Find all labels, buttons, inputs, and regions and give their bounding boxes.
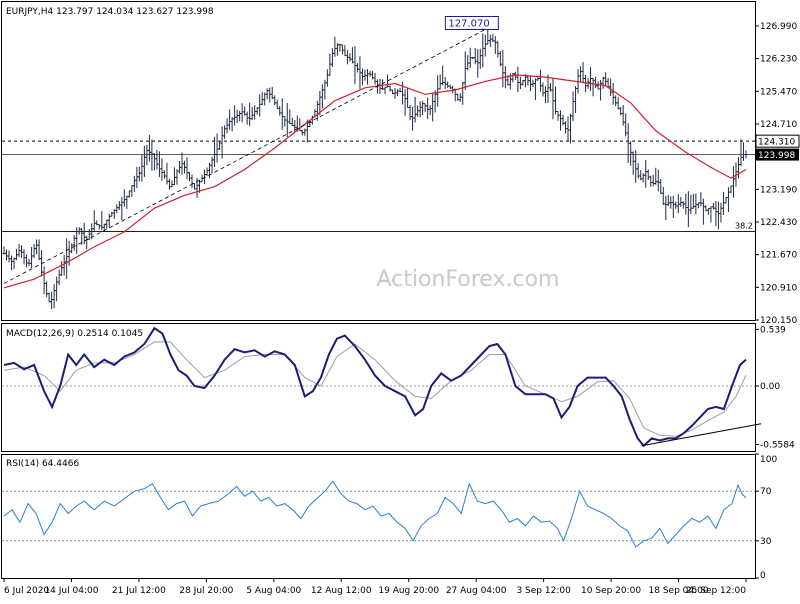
rsi-line — [3, 480, 747, 548]
macd-lines — [3, 326, 762, 448]
price-ytick-label: 126.990 — [760, 22, 797, 32]
x-tick-label: 28 Jul 20:00 — [179, 586, 233, 596]
rsi-ytick-label: 70 — [760, 487, 772, 497]
price-candles — [2, 25, 748, 310]
x-tick-label: 12 Aug 12:00 — [311, 586, 372, 596]
rsi-panel-frame — [1, 454, 756, 579]
current-price-label: 123.998 — [758, 151, 795, 161]
price-panel-frame — [1, 1, 756, 321]
peak-label-box — [444, 15, 499, 30]
price-ytick-label: 124.710 — [760, 120, 797, 130]
macd-signal-line — [3, 341, 747, 437]
current-price-box — [756, 148, 799, 161]
macd-title: MACD(12,26,9) 0.2514 0.1045 — [6, 329, 143, 339]
x-tick-label: 6 Jul 2020 — [4, 586, 49, 596]
price-ytick-label: 120.910 — [760, 283, 797, 293]
price-chart-title: EURJPY,H4 123.797 124.034 123.627 123.99… — [6, 7, 214, 17]
price-lines: 127.070 — [3, 15, 747, 289]
price-ytick-label: 126.230 — [760, 55, 797, 65]
price-ytick-label: 122.430 — [760, 218, 797, 228]
x-tick-label: 14 Jul 04:00 — [44, 586, 98, 596]
price-ytick-label: 121.670 — [760, 251, 797, 261]
rsi-lines — [3, 480, 747, 548]
macd-ytick-label: 0.539 — [760, 325, 786, 335]
x-tick-label: 10 Sep 20:00 — [581, 586, 641, 596]
rsi-title: RSI(14) 64.4466 — [6, 459, 79, 469]
macd-axis-labels: 0.539 0.00 -0.5584 — [755, 325, 795, 451]
rsi-ytick-label: 0 — [760, 571, 766, 581]
x-tick-label: 3 Sep 12:00 — [516, 586, 571, 596]
x-tick-label: 21 Jul 12:00 — [112, 586, 166, 596]
price-ytick-label: 123.190 — [760, 185, 797, 195]
x-tick-label: 25 Sep 12:00 — [686, 586, 746, 596]
macd-ytick-label: 0.00 — [760, 382, 780, 392]
rsi-ytick-label: 100 — [760, 455, 777, 465]
moving-average-line — [3, 74, 747, 289]
rsi-gridlines — [2, 490, 755, 542]
resistance-label: 124.310 — [758, 138, 795, 148]
fib-382-label: 38.2 — [735, 221, 753, 230]
x-tick-label: 18 Sep 04:00 — [649, 586, 709, 596]
macd-trendline — [641, 423, 762, 447]
price-ytick-label: 120.150 — [760, 316, 797, 326]
price-axis-labels: 126.990 126.230 125.470 124.710 123.190 122.4… — [735, 22, 800, 326]
x-tick-label: 27 Aug 04:00 — [446, 586, 507, 596]
x-tick-label: 5 Aug 04:00 — [246, 586, 301, 596]
macd-main-line — [3, 326, 747, 448]
watermark-text: ActionForex.com — [377, 267, 560, 292]
rsi-ytick-label: 30 — [760, 537, 772, 547]
price-gridlines — [2, 140, 755, 232]
rsi-axis-labels: 100 70 30 0 — [755, 453, 777, 581]
macd-panel-frame — [1, 323, 756, 452]
price-ytick-label: 125.470 — [760, 87, 797, 97]
x-tick-label: 19 Aug 20:00 — [378, 586, 439, 596]
resistance-label-box — [755, 134, 800, 148]
peak-label: 127.070 — [448, 18, 489, 29]
dashed-trendline — [3, 22, 499, 284]
macd-ytick-label: -0.5584 — [760, 441, 795, 451]
